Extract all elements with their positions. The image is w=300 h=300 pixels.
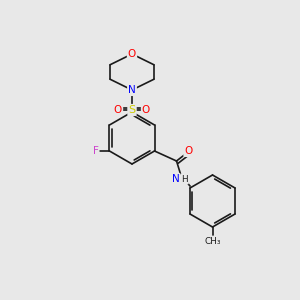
- Text: O: O: [184, 146, 193, 156]
- Text: N: N: [128, 85, 136, 95]
- Text: S: S: [128, 105, 136, 115]
- Text: N: N: [172, 174, 179, 184]
- Text: H: H: [181, 175, 188, 184]
- Text: CH₃: CH₃: [204, 236, 221, 245]
- Text: O: O: [128, 49, 136, 59]
- Text: F: F: [92, 146, 98, 156]
- Text: O: O: [114, 105, 122, 115]
- Text: O: O: [142, 105, 150, 115]
